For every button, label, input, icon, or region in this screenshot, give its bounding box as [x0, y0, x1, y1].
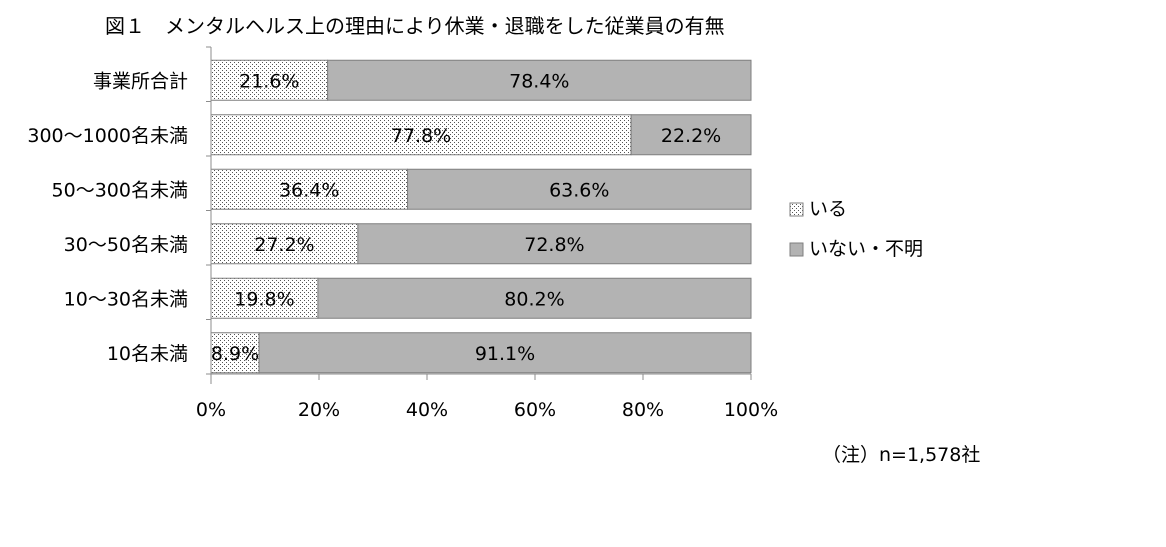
data-label: 77.8%	[391, 125, 451, 147]
data-label: 27.2%	[254, 234, 314, 256]
data-label: 22.2%	[661, 125, 721, 147]
category-label: 事業所合計	[93, 70, 188, 92]
legend-swatch	[789, 202, 804, 217]
bar-segment-no	[357, 223, 752, 265]
x-tick-label: 20%	[298, 399, 340, 421]
bar-segment-no	[317, 277, 752, 319]
data-label: 8.9%	[211, 343, 259, 365]
x-tick-label: 80%	[622, 399, 664, 421]
data-label: 91.1%	[475, 343, 535, 365]
legend-label: いない・不明	[809, 238, 923, 260]
category-label: 10～30名未満	[64, 288, 188, 310]
data-label: 21.6%	[239, 70, 299, 92]
category-label: 10名未満	[107, 343, 188, 365]
x-tick-label: 100%	[724, 399, 778, 421]
data-label: 78.4%	[509, 70, 569, 92]
bar-segment-yes	[210, 223, 359, 265]
bar-segment-no	[258, 332, 752, 374]
bar-segment-no	[630, 114, 752, 156]
bar-segment-yes	[210, 114, 632, 156]
sample-size-note: （注）n=1,578社	[822, 444, 980, 466]
category-label: 50～300名未満	[52, 179, 188, 201]
plot-area: 21.6% 78.4% 事業所合計 77.8% 22.2% 300～1000名未満 36.4…	[27, 46, 778, 421]
category-label: 30～50名未満	[64, 234, 188, 256]
bar-segment-no	[407, 168, 752, 210]
x-tick-label: 40%	[406, 399, 448, 421]
bar-segment-no	[327, 59, 752, 101]
data-label: 72.8%	[524, 234, 584, 256]
data-label: 36.4%	[279, 179, 339, 201]
data-label: 80.2%	[504, 288, 564, 310]
data-label: 63.6%	[549, 179, 609, 201]
bar-segment-yes	[210, 59, 329, 101]
legend-label: いる	[809, 198, 847, 220]
chart-title: 図１ メンタルヘルス上の理由により休業・退職をした従業員の有無	[105, 14, 725, 38]
category-label: 300～1000名未満	[27, 125, 188, 147]
x-tick-label: 0%	[196, 399, 226, 421]
data-label: 19.8%	[234, 288, 294, 310]
x-tick-label: 60%	[514, 399, 556, 421]
legend-swatch	[789, 242, 804, 257]
bar-segment-yes	[210, 168, 409, 210]
